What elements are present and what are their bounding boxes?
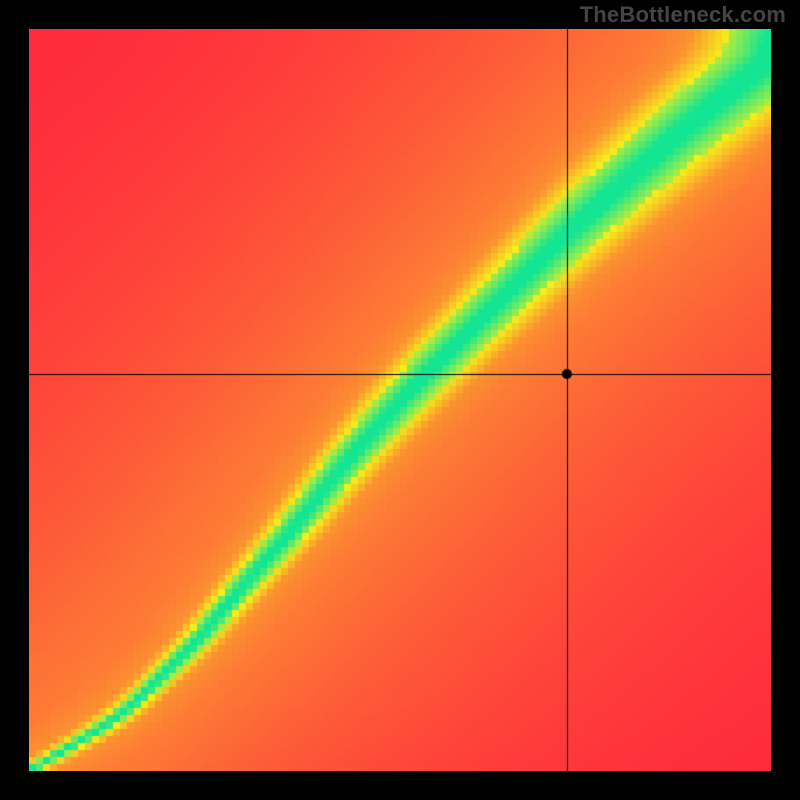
watermark-label: TheBottleneck.com xyxy=(580,2,786,28)
chart-container: TheBottleneck.com xyxy=(0,0,800,800)
heatmap-chart xyxy=(29,29,771,771)
